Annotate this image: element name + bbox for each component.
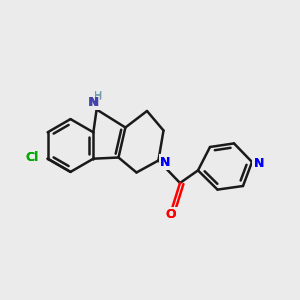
Text: O: O (166, 208, 176, 221)
Text: N: N (88, 96, 98, 110)
Text: H: H (94, 91, 102, 101)
Text: H: H (94, 92, 102, 102)
Text: O: O (166, 208, 176, 221)
Text: Cl: Cl (26, 151, 39, 164)
Text: N: N (160, 155, 170, 169)
Text: O: O (166, 208, 176, 221)
Text: N: N (88, 95, 99, 109)
Text: N: N (254, 157, 264, 170)
Text: N: N (254, 157, 264, 170)
Text: N: N (160, 155, 170, 169)
Text: N: N (160, 155, 170, 169)
Text: N: N (88, 95, 99, 109)
Text: Cl: Cl (26, 151, 39, 164)
Text: N: N (254, 157, 264, 170)
